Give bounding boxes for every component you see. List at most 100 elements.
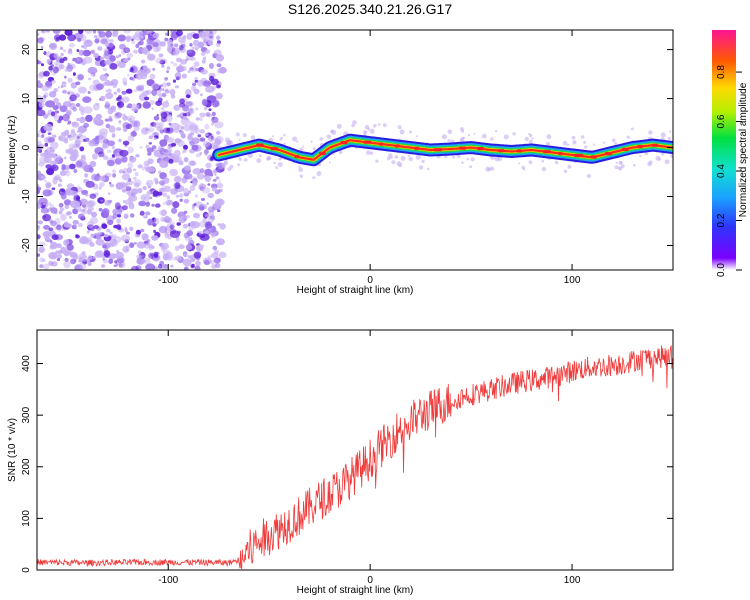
noise-speck (54, 211, 58, 215)
noise-speck (81, 189, 89, 195)
noise-speck (98, 207, 103, 212)
noise-speck (166, 195, 171, 200)
noise-speck (100, 95, 106, 102)
trace-halo-dot (292, 136, 297, 142)
noise-speck (178, 244, 185, 250)
noise-speck (218, 179, 221, 183)
noise-speck (182, 223, 189, 229)
trace-halo-dot (250, 135, 256, 140)
noise-speck (156, 113, 159, 117)
noise-speck (159, 59, 166, 65)
noise-speck (121, 205, 128, 211)
trace-peak-segment (477, 147, 485, 151)
noise-speck (175, 236, 180, 241)
trace-peak-segment (604, 152, 613, 156)
noise-speck (98, 136, 108, 144)
noise-speck (79, 146, 85, 152)
noise-speck (37, 253, 41, 257)
noise-speck (59, 170, 67, 176)
noise-speck (85, 137, 90, 142)
noise-speck (62, 89, 67, 94)
noise-speck (173, 149, 181, 157)
noise-speck (37, 220, 44, 225)
noise-speck (194, 265, 201, 270)
noise-speck (123, 30, 132, 34)
noise-speck (162, 201, 167, 205)
noise-speck (50, 207, 58, 214)
noise-speck (63, 261, 71, 269)
noise-speck (122, 167, 129, 174)
noise-speck (131, 106, 139, 113)
noise-speck (68, 42, 75, 48)
noise-speck (189, 56, 196, 61)
spectrogram-y-label: Frequency (Hz) (7, 116, 18, 185)
noise-speck (154, 179, 159, 185)
noise-speck (182, 35, 187, 40)
noise-speck (191, 137, 200, 144)
noise-speck (210, 183, 218, 189)
noise-speck (43, 70, 50, 77)
y-tick-label: 10 (21, 93, 32, 105)
noise-speck (201, 198, 205, 201)
trace-peak-segment (414, 146, 420, 150)
noise-speck (131, 188, 139, 195)
noise-speck (94, 250, 103, 258)
noise-speck (133, 176, 137, 180)
noise-speck (76, 117, 80, 122)
noise-speck (158, 263, 163, 269)
noise-speck (63, 250, 70, 257)
trace-halo-dot (426, 167, 430, 171)
noise-speck (181, 73, 187, 79)
noise-speck (152, 32, 160, 39)
noise-speck (118, 169, 124, 174)
noise-speck (98, 186, 102, 190)
noise-speck (193, 203, 197, 206)
trace-peak-segment (458, 146, 467, 150)
noise-speck (133, 49, 139, 54)
trace-halo-dot (481, 133, 487, 139)
trace-halo-dot (400, 155, 406, 161)
noise-speck (152, 42, 159, 48)
noise-speck (151, 145, 157, 150)
noise-speck (108, 258, 114, 265)
noise-speck (195, 107, 199, 111)
noise-speck (126, 231, 130, 235)
noise-speck (211, 111, 216, 117)
noise-speck (187, 190, 192, 194)
snr-panel: -100 0 100 0 100 200 300 400 Height of straigh… (7, 329, 674, 596)
trace-halo-dot (586, 173, 592, 179)
noise-speck (57, 176, 61, 181)
noise-speck (37, 234, 41, 240)
noise-speck (173, 37, 177, 41)
noise-speck (212, 187, 217, 192)
noise-speck (211, 85, 217, 90)
noise-speck (72, 144, 77, 149)
noise-speck (198, 203, 207, 210)
noise-speck (69, 215, 72, 219)
noise-speck (199, 117, 203, 121)
noise-speck (105, 89, 109, 93)
noise-speck (201, 187, 211, 194)
trace-halo-dot (531, 137, 534, 140)
noise-speck (121, 188, 127, 193)
noise-speck (56, 258, 61, 262)
noise-speck (216, 69, 222, 74)
noise-speck (51, 261, 58, 267)
noise-speck (82, 49, 92, 57)
noise-speck (214, 256, 222, 263)
noise-speck (201, 99, 208, 106)
noise-speck (105, 173, 108, 177)
noise-speck (47, 137, 56, 143)
noise-speck (118, 53, 122, 57)
noise-speck (195, 47, 199, 51)
noise-speck (157, 191, 163, 196)
noise-speck (140, 126, 151, 135)
noise-speck (77, 222, 83, 228)
noise-speck (45, 100, 56, 108)
noise-speck (37, 133, 40, 138)
trace-halo-dot (256, 158, 262, 164)
noise-speck (63, 84, 67, 88)
trace-halo-dot (647, 162, 652, 167)
trace-halo-dot (670, 153, 673, 159)
trace-halo-dot (512, 132, 516, 136)
